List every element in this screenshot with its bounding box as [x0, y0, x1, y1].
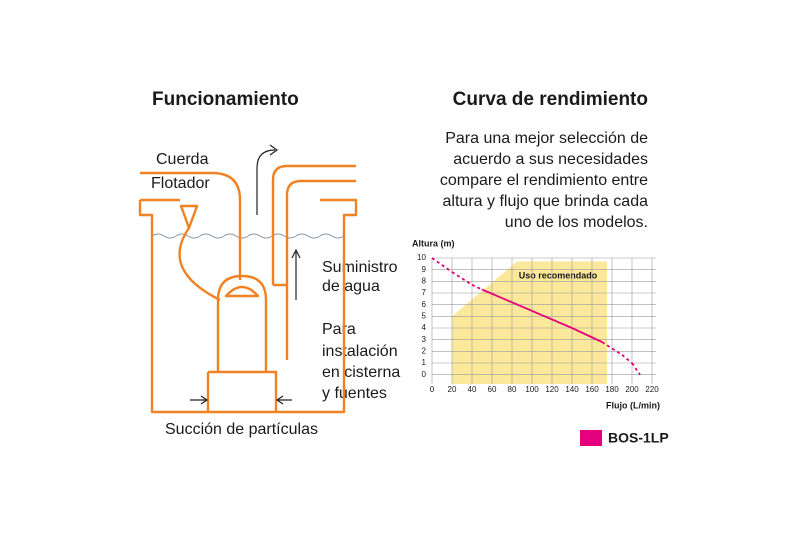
- y-tick-label: 1: [422, 358, 427, 367]
- series-line: [571, 327, 603, 343]
- legend-label: BOS-1LP: [608, 430, 669, 446]
- y-tick-label: 2: [422, 346, 427, 355]
- pipe: [271, 164, 356, 285]
- description-line: Para una mejor selección de: [445, 130, 648, 147]
- series-line: [451, 271, 473, 286]
- y-axis-label: Altura (m): [412, 238, 455, 248]
- arrow-out: [256, 144, 279, 215]
- series-line: [511, 301, 543, 316]
- x-tick-label: 160: [585, 385, 599, 394]
- series-line: [631, 362, 641, 376]
- label: en cisterna: [322, 364, 400, 381]
- float: [179, 204, 199, 230]
- series-line: [471, 284, 483, 291]
- series-line: [541, 314, 573, 329]
- series-line: [431, 257, 453, 273]
- label: Para: [322, 321, 356, 338]
- series-line: [621, 354, 633, 364]
- label: y fuentes: [322, 385, 387, 402]
- y-tick-label: 0: [422, 370, 427, 379]
- pump-cap: [224, 285, 260, 298]
- description-line: altura y flujo que brinda cada: [443, 193, 649, 210]
- x-tick-label: 20: [448, 385, 457, 394]
- pipe-end: [273, 283, 289, 360]
- chart-title: Curva de rendimiento: [453, 89, 648, 110]
- label: instalación: [322, 343, 398, 360]
- region-label: Uso recomendado: [519, 270, 598, 280]
- tank: [138, 198, 358, 414]
- description-line: uno de los modelos.: [505, 214, 648, 231]
- y-tick-label: 9: [422, 265, 427, 274]
- x-tick-label: 0: [430, 385, 435, 394]
- label: Succión de partículas: [165, 421, 318, 438]
- x-tick-label: 200: [625, 385, 639, 394]
- y-tick-label: 10: [417, 253, 426, 262]
- pump-base: [206, 370, 278, 412]
- float-cord: [178, 227, 221, 302]
- diagram-title: Funcionamiento: [152, 89, 299, 110]
- y-tick-label: 3: [422, 335, 427, 344]
- y-tick-label: 8: [422, 276, 427, 285]
- x-tick-label: 100: [525, 385, 539, 394]
- y-tick-label: 7: [422, 288, 427, 297]
- water-line: [151, 233, 345, 239]
- pump-diagram: [138, 144, 358, 414]
- arrows-in: [190, 395, 292, 405]
- y-tick-label: 4: [422, 323, 427, 332]
- arrow-up: [291, 248, 301, 300]
- x-tick-label: 180: [605, 385, 619, 394]
- series-line: [481, 288, 513, 304]
- x-tick-label: 60: [488, 385, 497, 394]
- label: Suministro: [322, 259, 398, 276]
- series-line: [601, 341, 623, 356]
- label: Cuerda: [156, 151, 209, 168]
- recommended-region: [452, 261, 607, 384]
- x-tick-label: 120: [545, 385, 559, 394]
- cord: [140, 171, 242, 280]
- x-tick-label: 40: [468, 385, 477, 394]
- label: de agua: [322, 278, 380, 295]
- description-line: compare el rendimiento entre: [440, 172, 648, 189]
- x-tick-label: 140: [565, 385, 579, 394]
- x-tick-label: 220: [645, 385, 659, 394]
- y-tick-label: 5: [422, 311, 427, 320]
- x-axis-label: Flujo (L/min): [606, 400, 660, 410]
- chart: Para una mejor selección de acuerdo a sus…: [412, 130, 669, 446]
- x-tick-label: 80: [508, 385, 517, 394]
- legend-swatch: [580, 430, 602, 446]
- description-line: acuerdo a sus necesidades: [453, 151, 648, 168]
- pump-body: [216, 274, 268, 372]
- y-tick-label: 6: [422, 300, 427, 309]
- label: Flotador: [151, 175, 210, 192]
